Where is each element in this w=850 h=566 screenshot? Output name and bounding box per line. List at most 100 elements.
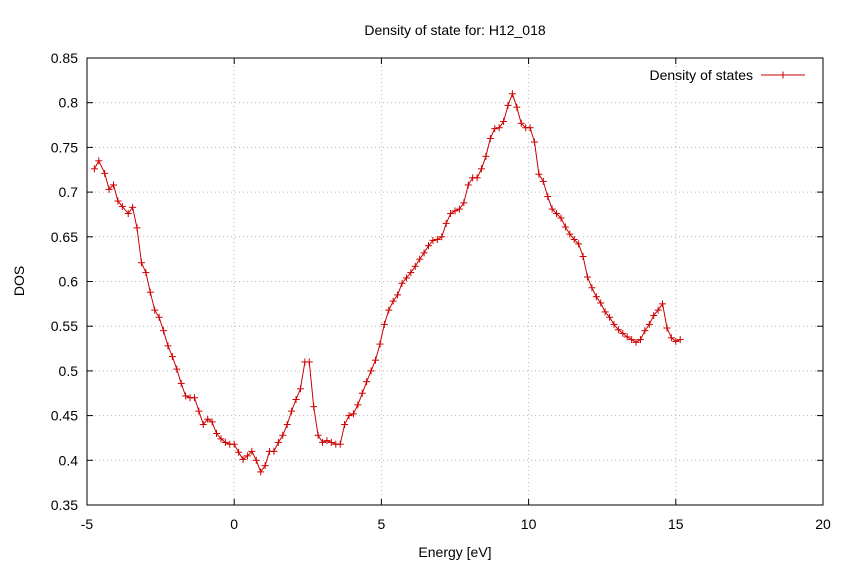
y-tick-label: 0.4 (59, 452, 79, 468)
data-point (433, 235, 441, 243)
data-point (182, 392, 190, 400)
data-point (389, 297, 397, 305)
data-point (146, 288, 154, 296)
y-tick-label: 0.75 (51, 139, 78, 155)
data-point (548, 205, 556, 213)
data-point (173, 365, 181, 373)
x-axis-label: Energy [eV] (418, 544, 491, 560)
data-point (411, 262, 419, 270)
y-tick-label: 0.35 (51, 497, 78, 513)
legend-marker (779, 71, 787, 79)
data-point (588, 284, 596, 292)
data-point (204, 415, 212, 423)
data-point (407, 269, 415, 277)
data-point (168, 353, 176, 361)
grid-lines (87, 58, 823, 505)
data-point (327, 438, 335, 446)
data-point (283, 421, 291, 429)
data-point (336, 440, 344, 448)
data-point (354, 401, 362, 409)
y-tick-label: 0.45 (51, 408, 78, 424)
data-point (195, 407, 203, 415)
data-point (491, 125, 499, 133)
data-point (118, 202, 126, 210)
data-point (561, 223, 569, 231)
data-point (402, 274, 410, 282)
data-point (305, 358, 313, 366)
data-point (592, 293, 600, 301)
data-point (579, 252, 587, 260)
chart-title: Density of state for: H12_018 (364, 22, 546, 38)
x-tick-label: 0 (230, 516, 238, 532)
data-point (667, 334, 675, 342)
data-point (676, 336, 684, 344)
data-point (164, 342, 172, 350)
data-point (557, 214, 565, 222)
data-point (636, 336, 644, 344)
data-point (160, 327, 168, 335)
data-point (380, 320, 388, 328)
data-point (553, 210, 561, 218)
data-point (455, 205, 463, 213)
data-point (420, 249, 428, 257)
data-point (394, 291, 402, 299)
data-point (345, 412, 353, 420)
data-point (177, 379, 185, 387)
y-axis-label: DOS (11, 266, 27, 296)
data-point (416, 255, 424, 263)
x-tick-label: 15 (668, 516, 684, 532)
data-point (341, 421, 349, 429)
data-point (473, 174, 481, 182)
data-point (358, 389, 366, 397)
data-point (438, 233, 446, 241)
x-tick-label: 20 (815, 516, 831, 532)
data-point (217, 435, 225, 443)
data-point (199, 421, 207, 429)
x-tick-labels: -5 0 5 10 15 20 (81, 516, 831, 532)
x-tick-label: 5 (378, 516, 386, 532)
data-point (570, 235, 578, 243)
data-point (129, 203, 137, 211)
data-point (314, 431, 322, 439)
data-point (508, 90, 516, 98)
y-tick-label: 0.85 (51, 50, 78, 66)
legend-label: Density of states (650, 67, 754, 83)
x-tick-label: 10 (521, 516, 537, 532)
data-point (261, 462, 269, 470)
data-point (101, 169, 109, 177)
data-point (601, 308, 609, 316)
data-point (385, 306, 393, 314)
legend: Density of states (650, 67, 805, 83)
data-point (583, 273, 591, 281)
data-point (270, 447, 278, 455)
data-point (105, 185, 113, 193)
data-point (544, 193, 552, 201)
data-point (632, 338, 640, 346)
data-point (645, 320, 653, 328)
data-point (372, 356, 380, 364)
data-point (429, 236, 437, 244)
data-point (95, 157, 103, 165)
y-tick-label: 0.8 (59, 95, 79, 111)
data-point (239, 455, 247, 463)
data-point (292, 396, 300, 404)
data-point (248, 447, 256, 455)
data-point (654, 306, 662, 314)
data-point (208, 418, 216, 426)
data-point (530, 138, 538, 146)
y-tick-label: 0.55 (51, 318, 78, 334)
data-point (114, 197, 122, 205)
data-point (526, 124, 534, 132)
data-point (376, 340, 384, 348)
y-tick-labels: 0.35 0.4 0.45 0.5 0.55 0.6 0.65 0.7 0.75 0.8 0.85 (51, 50, 78, 513)
data-point (513, 103, 521, 111)
data-point (650, 311, 658, 319)
y-tick-label: 0.5 (59, 363, 79, 379)
data-point (243, 452, 251, 460)
data-point (517, 119, 525, 127)
data-point (606, 313, 614, 321)
data-point (672, 337, 680, 345)
data-point (133, 224, 141, 232)
x-tick-label: -5 (81, 516, 94, 532)
series-layer (90, 90, 684, 476)
